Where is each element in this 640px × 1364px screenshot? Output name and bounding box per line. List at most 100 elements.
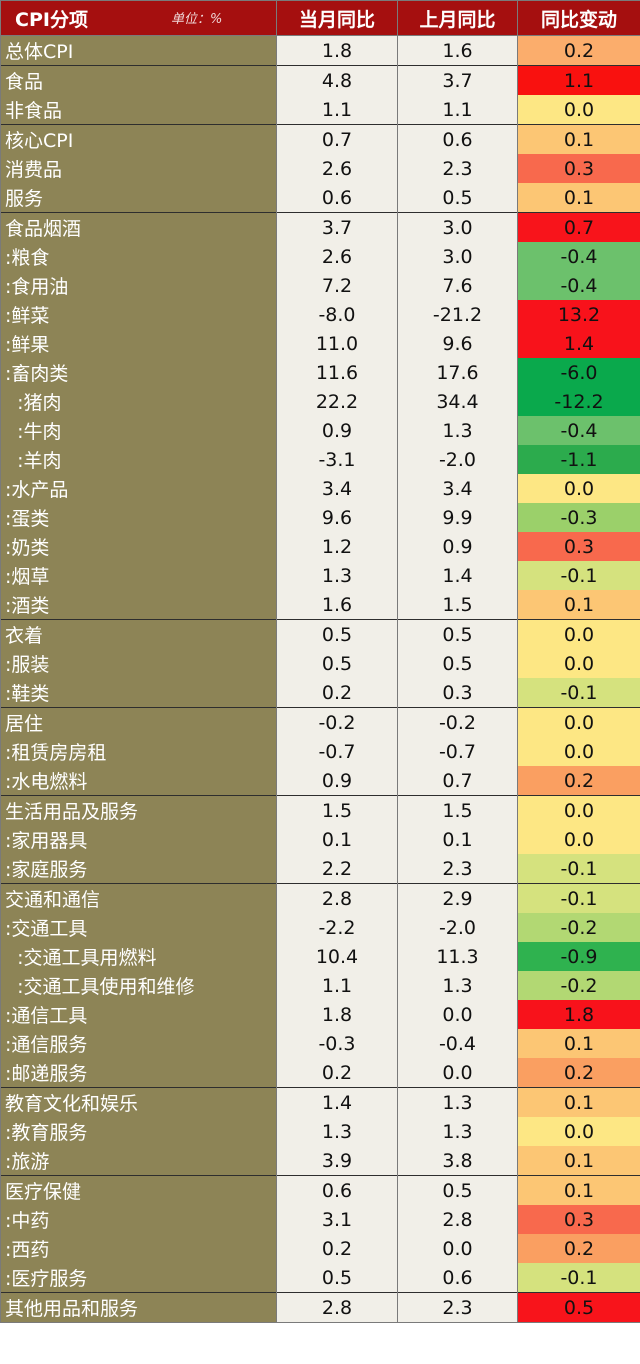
previous-yoy: 3.7	[397, 65, 518, 95]
yoy-change: 0.3	[517, 154, 640, 183]
previous-yoy: 0.1	[397, 825, 518, 854]
row-name: 其他用品和服务	[0, 1292, 277, 1323]
yoy-change: 1.4	[517, 329, 640, 358]
previous-yoy: 2.9	[397, 883, 518, 913]
row-name: :猪肉	[0, 387, 277, 416]
row-name: :医疗服务	[0, 1263, 277, 1293]
table-row: :通信服务 -0.3 -0.4 0.1	[0, 1029, 640, 1058]
yoy-change: 0.3	[517, 1205, 640, 1234]
yoy-change: 0.0	[517, 619, 640, 649]
yoy-change: 0.5	[517, 1292, 640, 1323]
table-row: :猪肉 22.2 34.4 -12.2	[0, 387, 640, 416]
current-yoy: 0.9	[276, 416, 398, 445]
previous-yoy: 0.5	[397, 183, 518, 213]
current-yoy: 2.2	[276, 854, 398, 884]
table-row: :服装 0.5 0.5 0.0	[0, 649, 640, 678]
table-row: :邮递服务 0.2 0.0 0.2	[0, 1058, 640, 1088]
current-yoy: 2.8	[276, 883, 398, 913]
row-name: :旅游	[0, 1146, 277, 1176]
table-row: 生活用品及服务 1.5 1.5 0.0	[0, 795, 640, 825]
table-row: 食品烟酒 3.7 3.0 0.7	[0, 212, 640, 242]
current-yoy: 11.6	[276, 358, 398, 387]
row-name: 生活用品及服务	[0, 795, 277, 825]
yoy-change: -0.9	[517, 942, 640, 971]
table-row: :旅游 3.9 3.8 0.1	[0, 1146, 640, 1176]
table-row: :交通工具使用和维修 1.1 1.3 -0.2	[0, 971, 640, 1000]
current-yoy: 0.1	[276, 825, 398, 854]
yoy-change: -0.1	[517, 561, 640, 590]
table-row: :医疗服务 0.5 0.6 -0.1	[0, 1263, 640, 1293]
current-yoy: 1.6	[276, 590, 398, 620]
current-yoy: 0.9	[276, 766, 398, 796]
current-yoy: 9.6	[276, 503, 398, 532]
table-row: 总体CPI 1.8 1.6 0.2	[0, 35, 640, 66]
current-yoy: 1.1	[276, 971, 398, 1000]
previous-yoy: 0.0	[397, 1234, 518, 1263]
current-yoy: 0.5	[276, 1263, 398, 1293]
yoy-change: 1.1	[517, 65, 640, 95]
current-yoy: -8.0	[276, 300, 398, 329]
current-yoy: 7.2	[276, 271, 398, 300]
previous-yoy: 3.4	[397, 474, 518, 503]
current-yoy: -2.2	[276, 913, 398, 942]
row-name: :羊肉	[0, 445, 277, 474]
yoy-change: 0.3	[517, 532, 640, 561]
row-name: 衣着	[0, 619, 277, 649]
current-yoy: 10.4	[276, 942, 398, 971]
row-name: :鞋类	[0, 678, 277, 708]
previous-yoy: 3.0	[397, 242, 518, 271]
table-row: :奶类 1.2 0.9 0.3	[0, 532, 640, 561]
yoy-change: -0.2	[517, 971, 640, 1000]
row-name: :酒类	[0, 590, 277, 620]
table-row: :羊肉 -3.1 -2.0 -1.1	[0, 445, 640, 474]
yoy-change: -0.4	[517, 416, 640, 445]
current-yoy: 1.5	[276, 795, 398, 825]
row-name: :邮递服务	[0, 1058, 277, 1088]
yoy-change: 0.1	[517, 1175, 640, 1205]
previous-yoy: -0.4	[397, 1029, 518, 1058]
table-row: :交通工具 -2.2 -2.0 -0.2	[0, 913, 640, 942]
row-name: :交通工具	[0, 913, 277, 942]
yoy-change: 0.0	[517, 825, 640, 854]
yoy-change: 0.1	[517, 183, 640, 213]
table-row: 服务 0.6 0.5 0.1	[0, 183, 640, 213]
table-row: :烟草 1.3 1.4 -0.1	[0, 561, 640, 590]
current-yoy: 1.3	[276, 1117, 398, 1146]
previous-yoy: 0.0	[397, 1058, 518, 1088]
yoy-change: 0.1	[517, 590, 640, 620]
previous-yoy: 0.5	[397, 619, 518, 649]
previous-yoy: 2.3	[397, 1292, 518, 1323]
current-yoy: 0.6	[276, 1175, 398, 1205]
table-row: :家庭服务 2.2 2.3 -0.1	[0, 854, 640, 884]
previous-yoy: -21.2	[397, 300, 518, 329]
yoy-change: -0.1	[517, 1263, 640, 1293]
table-row: :水电燃料 0.9 0.7 0.2	[0, 766, 640, 796]
previous-yoy: 1.6	[397, 35, 518, 66]
current-yoy: 0.5	[276, 619, 398, 649]
yoy-change: 0.2	[517, 766, 640, 796]
current-yoy: -0.7	[276, 737, 398, 766]
previous-yoy: 1.3	[397, 416, 518, 445]
table-row: 交通和通信 2.8 2.9 -0.1	[0, 883, 640, 913]
table-row: 核心CPI 0.7 0.6 0.1	[0, 124, 640, 154]
table-row: :酒类 1.6 1.5 0.1	[0, 590, 640, 620]
yoy-change: 0.2	[517, 1058, 640, 1088]
current-yoy: 0.6	[276, 183, 398, 213]
table-row: :交通工具用燃料 10.4 11.3 -0.9	[0, 942, 640, 971]
table-row: 教育文化和娱乐 1.4 1.3 0.1	[0, 1087, 640, 1117]
yoy-change: -12.2	[517, 387, 640, 416]
table-row: 医疗保健 0.6 0.5 0.1	[0, 1175, 640, 1205]
table-row: :牛肉 0.9 1.3 -0.4	[0, 416, 640, 445]
cpi-table: CPI分项 单位：% 当月同比 上月同比 同比变动 总体CPI 1.8 1.6 0.2…	[0, 0, 640, 1323]
table-row: 食品 4.8 3.7 1.1	[0, 65, 640, 95]
previous-yoy: 3.8	[397, 1146, 518, 1176]
previous-yoy: 0.5	[397, 1175, 518, 1205]
previous-yoy: 1.3	[397, 1117, 518, 1146]
current-yoy: 22.2	[276, 387, 398, 416]
previous-yoy: 3.0	[397, 212, 518, 242]
table-row: :食用油 7.2 7.6 -0.4	[0, 271, 640, 300]
previous-yoy: 2.8	[397, 1205, 518, 1234]
header-row: CPI分项 单位：% 当月同比 上月同比 同比变动	[0, 0, 640, 36]
row-name: 食品	[0, 65, 277, 95]
yoy-change: -0.1	[517, 678, 640, 708]
